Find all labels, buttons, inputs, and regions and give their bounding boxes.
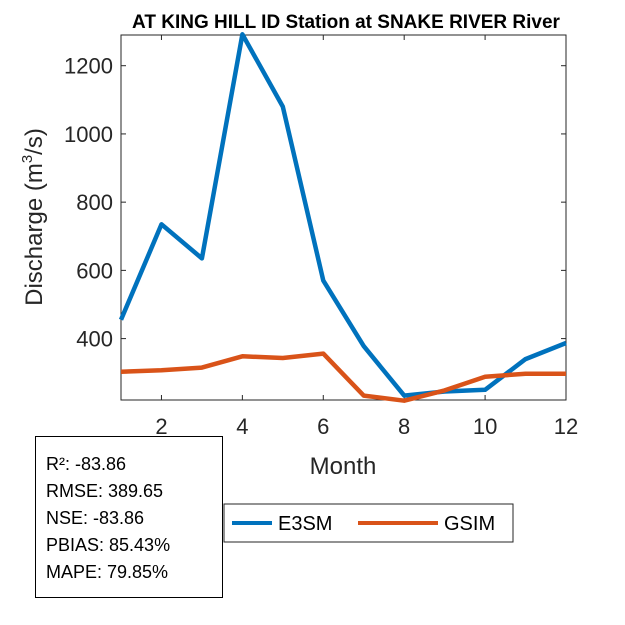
x-tick-label: 6 — [317, 414, 329, 439]
series-line-gsim — [120, 351, 566, 403]
legend-label-gsim: GSIM — [444, 513, 495, 535]
data-series — [118, 32, 567, 403]
x-tick-label: 8 — [398, 414, 410, 439]
stat-mape: MAPE: 79.85% — [46, 562, 169, 582]
stat-rmse: RMSE: 389.65 — [46, 481, 164, 501]
x-tick-label: 2 — [155, 414, 167, 439]
chart-title: AT KING HILL ID Station at SNAKE RIVER R… — [132, 12, 561, 33]
legend: E3SM GSIM — [223, 503, 514, 543]
y-axis-label: Discharge (m3/s) — [19, 128, 48, 306]
y-axis-label-superscript: 3 — [19, 155, 36, 163]
stat-pbias: PBIAS: 85.43% — [46, 535, 171, 555]
x-tick-label: 12 — [554, 414, 578, 439]
y-axis-label-end: /s) — [21, 128, 48, 155]
x-axis-label: Month — [310, 453, 377, 480]
stats-box: R²: -83.86 RMSE: 389.65 NSE: -83.86 PBIA… — [35, 436, 223, 598]
stat-nse: NSE: -83.86 — [46, 508, 145, 528]
stat-r2: R²: -83.86 — [46, 454, 127, 474]
series-line-e3sm — [118, 32, 567, 398]
plot-area — [120, 34, 567, 401]
y-tick-label: 800 — [76, 190, 113, 215]
x-tick-label: 4 — [236, 414, 248, 439]
y-tick-label: 1000 — [64, 122, 113, 147]
y-tick-label: 600 — [76, 258, 113, 283]
y-tick-label: 400 — [76, 327, 113, 352]
x-tick-label: 10 — [473, 414, 497, 439]
axis-ticks: 2 4 6 8 10 12 400 600 800 1000 1200 — [64, 35, 578, 439]
y-tick-label: 1200 — [64, 54, 113, 79]
y-axis-label-main: Discharge (m — [21, 163, 48, 306]
legend-label-e3sm: E3SM — [278, 513, 332, 535]
